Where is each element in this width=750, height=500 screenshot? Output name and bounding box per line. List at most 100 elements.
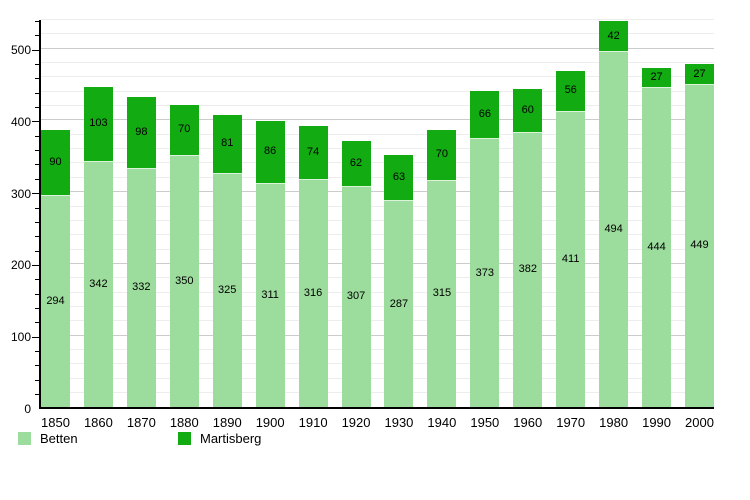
bar-value-label: 325: [218, 283, 237, 296]
legend: Betten Martisberg: [0, 431, 750, 447]
minor-gridline: [41, 162, 714, 164]
bar-segment-betten-1970: 411: [556, 112, 586, 407]
minor-gridline: [41, 392, 714, 394]
y-tick-label: 400: [10, 114, 31, 129]
minor-gridline: [41, 349, 714, 351]
bar-segment-betten-1960: 382: [513, 132, 543, 407]
bar-value-label: 90: [49, 156, 62, 169]
minor-gridline: [41, 277, 714, 279]
y-minor-tick: [35, 35, 39, 37]
y-minor-tick: [35, 107, 39, 109]
major-gridline: [41, 262, 714, 264]
bar-segment-betten-1930: 287: [384, 201, 414, 407]
bar-value-label: 60: [521, 103, 534, 116]
y-minor-tick: [35, 279, 39, 281]
x-tick-label: 1950: [470, 415, 500, 430]
x-tick-label: 1930: [384, 415, 414, 430]
legend-label: Betten: [40, 431, 78, 446]
y-minor-tick: [35, 351, 39, 353]
bar-segment-betten-2000: 449: [685, 84, 714, 407]
bar-segment-martisberg-1910: 74: [298, 126, 328, 181]
bar-value-label: 307: [346, 290, 366, 303]
minor-gridline: [41, 248, 714, 250]
x-tick-label: 1860: [83, 415, 113, 430]
bar-segment-betten-1890: 325: [212, 173, 242, 407]
minor-gridline: [41, 291, 714, 293]
bar-value-label: 98: [135, 126, 148, 139]
y-minor-tick: [35, 221, 39, 223]
x-tick-label: 1920: [341, 415, 371, 430]
minor-gridline: [41, 363, 714, 365]
bar-segment-martisberg-1890: 81: [212, 114, 242, 174]
bar-value-label: 316: [303, 287, 323, 300]
bar-value-label: 86: [264, 145, 277, 158]
bar-segment-martisberg-1870: 98: [126, 97, 156, 169]
bar-segment-betten-1910: 316: [298, 180, 328, 407]
bar-value-label: 27: [693, 67, 706, 80]
x-tick-label: 1900: [255, 415, 285, 430]
legend-item-betten: Betten: [18, 431, 78, 446]
y-minor-tick: [35, 20, 39, 22]
bar-segment-betten-1870: 332: [126, 168, 156, 407]
minor-gridline: [41, 62, 714, 63]
y-minor-tick: [35, 78, 39, 80]
bar-segment-martisberg-1950: 66: [470, 90, 500, 140]
bar-segment-martisberg-1990: 27: [642, 67, 672, 89]
bar-value-label: 311: [261, 288, 279, 301]
y-minor-tick: [35, 178, 39, 180]
bar-value-label: 81: [221, 137, 234, 150]
bar-segment-betten-1900: 311: [255, 183, 285, 407]
bar-segment-martisberg-2000: 27: [685, 64, 714, 85]
x-tick-label: 1890: [212, 415, 242, 430]
y-minor-tick: [35, 379, 39, 381]
bar-value-label: 103: [89, 117, 108, 130]
y-tick-label: 300: [10, 186, 31, 201]
bar-value-label: 70: [178, 123, 191, 136]
legend-label: Martisberg: [200, 431, 262, 446]
bar-segment-martisberg-1980: 42: [599, 21, 629, 53]
bar-value-label: 332: [132, 281, 151, 294]
y-minor-tick: [35, 63, 39, 65]
bar-value-label: 494: [604, 223, 623, 236]
bar-segment-martisberg-1880: 70: [169, 104, 199, 156]
x-tick-label: 1970: [556, 415, 586, 430]
y-major-tick: [32, 336, 39, 338]
y-tick-label: 0: [24, 402, 31, 416]
major-gridline: [41, 119, 714, 121]
bar-segment-martisberg-1940: 70: [427, 129, 457, 181]
bar-segment-betten-1860: 342: [83, 161, 113, 407]
bar-value-label: 294: [46, 295, 65, 307]
y-minor-tick: [35, 293, 39, 295]
bar-segment-betten-1880: 350: [169, 155, 199, 407]
minor-gridline: [41, 76, 714, 78]
bar-value-label: 342: [89, 277, 108, 290]
bar-value-label: 42: [607, 29, 620, 42]
bar-value-label: 350: [175, 274, 194, 287]
y-minor-tick: [35, 150, 39, 152]
y-major-tick: [32, 264, 39, 266]
minor-gridline: [41, 205, 714, 207]
legend-swatch-martisberg: [178, 432, 191, 445]
x-tick-label: 1990: [642, 415, 672, 430]
minor-gridline: [41, 90, 714, 92]
bar-value-label: 411: [561, 253, 580, 266]
y-major-tick: [32, 49, 39, 51]
y-tick-label: 100: [10, 330, 31, 345]
y-minor-tick: [35, 322, 39, 324]
bar-segment-martisberg-1900: 86: [255, 121, 285, 184]
bar-value-label: 74: [306, 146, 320, 159]
bar-value-label: 63: [392, 170, 406, 183]
minor-gridline: [41, 133, 714, 135]
bar-segment-martisberg-1970: 56: [556, 70, 586, 113]
minor-gridline: [41, 18, 714, 20]
plot-area: 294 90 342 103 332 98 350 70 325 81 311 86 316 74 307 6…: [39, 18, 714, 409]
y-minor-tick: [35, 394, 39, 396]
minor-gridline: [41, 320, 714, 322]
bar-value-label: 70: [435, 148, 449, 161]
bar-segment-martisberg-1860: 103: [83, 86, 113, 162]
bar-segment-betten-1940: 315: [427, 180, 457, 407]
y-major-tick: [32, 193, 39, 195]
major-gridline: [41, 191, 714, 193]
x-tick-label: 1940: [427, 415, 457, 430]
